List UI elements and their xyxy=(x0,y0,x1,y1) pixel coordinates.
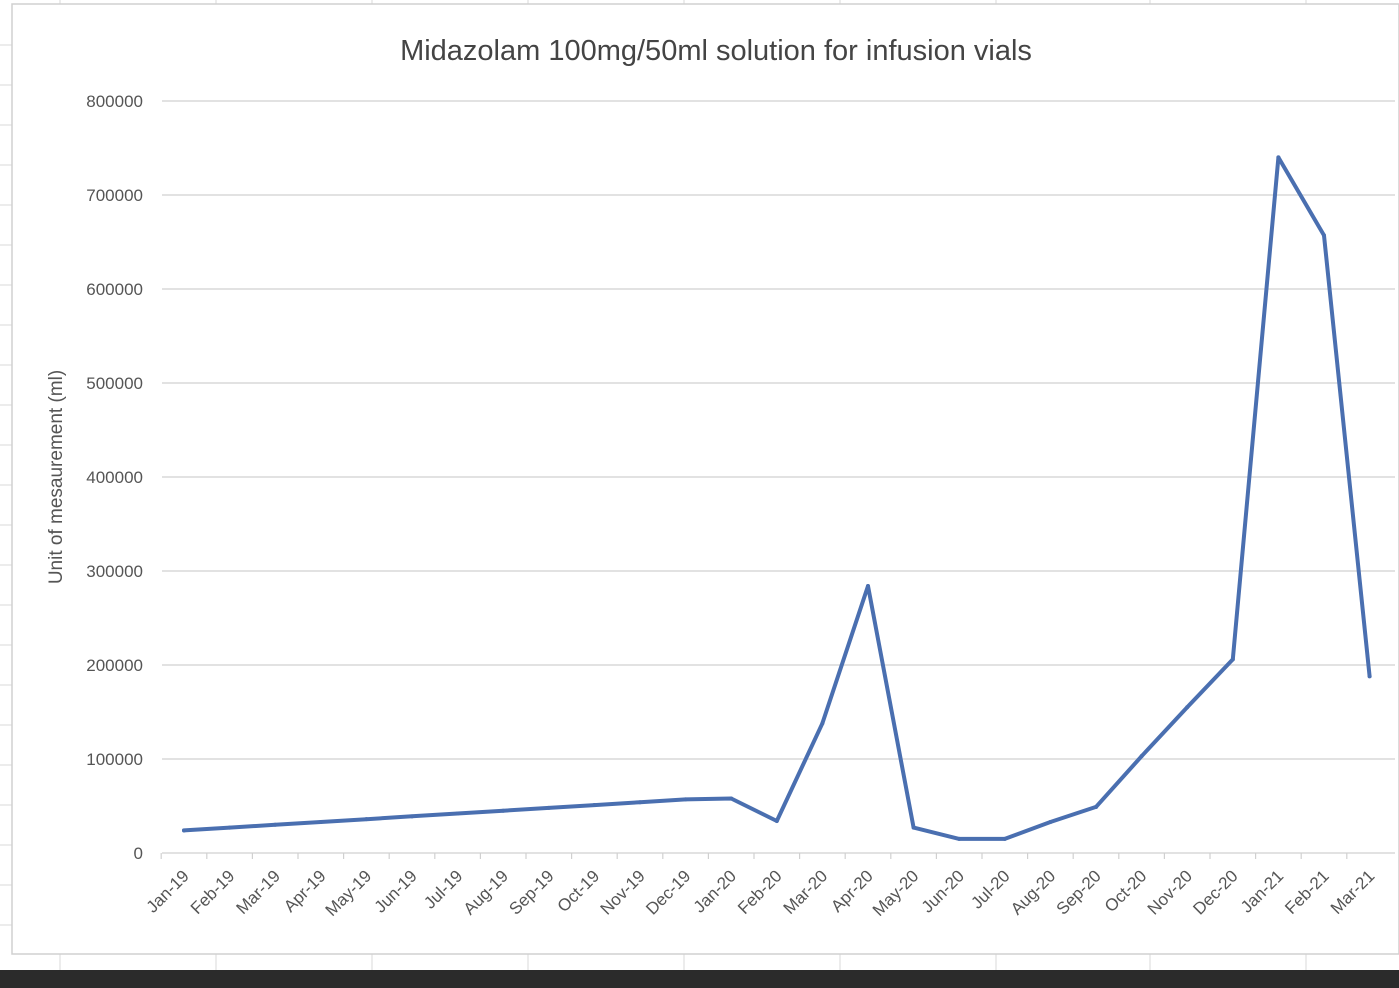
data-point xyxy=(729,796,734,801)
data-point xyxy=(1094,804,1098,809)
data-point xyxy=(911,825,916,830)
data-point xyxy=(592,803,597,808)
x-tick-label: Jan-19 xyxy=(143,866,193,916)
x-tick-label: Feb-20 xyxy=(734,866,786,918)
data-point xyxy=(1276,155,1281,160)
data-point xyxy=(866,584,870,589)
y-tick-label: 300000 xyxy=(86,562,143,581)
x-tick-label: Nov-20 xyxy=(1144,866,1196,918)
x-tick-label: Aug-19 xyxy=(460,866,512,918)
x-tick-label: Jun-19 xyxy=(371,866,421,916)
gridlines xyxy=(162,100,1395,854)
data-point xyxy=(1139,754,1144,759)
y-tick-label: 700000 xyxy=(86,186,143,205)
data-point xyxy=(638,800,642,805)
x-tick-label: Jan-20 xyxy=(690,866,740,916)
y-tick-label: 200000 xyxy=(86,656,143,675)
x-tick-label: Feb-19 xyxy=(187,866,239,918)
taskbar xyxy=(0,970,1399,988)
chart-area-border[interactable] xyxy=(11,3,1399,955)
data-point xyxy=(318,819,323,824)
x-tick-label: Nov-19 xyxy=(597,866,649,918)
chart-title: Midazolam 100mg/50ml solution for infusi… xyxy=(400,35,1032,67)
x-tick-label: Dec-19 xyxy=(642,866,694,918)
x-tick-label: Aug-20 xyxy=(1007,866,1059,918)
data-point xyxy=(455,811,460,816)
series-layer xyxy=(182,155,1372,841)
data-point xyxy=(1230,657,1235,662)
data-point xyxy=(1322,233,1326,238)
x-tick-label: Jun-20 xyxy=(918,866,968,916)
data-point xyxy=(546,805,551,810)
y-axis-label: Unit of mesaurement (ml) xyxy=(46,370,67,584)
x-tick-label: May-19 xyxy=(322,866,376,920)
y-tick-label: 0 xyxy=(134,844,143,863)
data-point xyxy=(182,828,186,833)
data-point xyxy=(364,817,369,822)
sheet-cell-lines xyxy=(0,0,1307,970)
data-point xyxy=(273,822,278,827)
x-tick-label: Jan-21 xyxy=(1237,866,1287,916)
data-point xyxy=(1367,674,1372,679)
x-tick-label: Apr-19 xyxy=(280,866,330,916)
x-tick-label: Apr-20 xyxy=(827,866,877,916)
data-point xyxy=(683,797,688,802)
data-point xyxy=(227,825,232,830)
y-tick-labels: 0 100000 200000 300000 400000 500000 600000 700… xyxy=(86,92,143,863)
data-point xyxy=(410,814,414,819)
series-line xyxy=(182,155,1372,841)
y-tick-label: 600000 xyxy=(86,280,143,299)
y-tick-label: 400000 xyxy=(86,468,143,487)
x-tick-label: Sep-20 xyxy=(1053,866,1105,918)
data-point xyxy=(1185,705,1190,710)
data-point xyxy=(820,721,825,726)
x-tick-label: Sep-19 xyxy=(505,866,557,918)
x-tick-label: Mar-19 xyxy=(233,866,285,918)
x-tick-label: Oct-19 xyxy=(554,866,604,916)
x-tick-label: May-20 xyxy=(869,866,923,920)
x-tick-label: Mar-21 xyxy=(1327,866,1379,918)
x-tick-label: Mar-20 xyxy=(780,866,832,918)
data-point xyxy=(501,808,506,813)
y-tick-label: 500000 xyxy=(86,374,143,393)
data-point xyxy=(1048,819,1053,824)
y-tick-label: 800000 xyxy=(86,92,143,111)
x-tick-label: Oct-20 xyxy=(1101,866,1151,916)
x-tick-label: Feb-21 xyxy=(1281,866,1333,918)
data-point xyxy=(957,836,962,841)
x-tick-label: Dec-20 xyxy=(1189,866,1241,918)
y-tick-label: 100000 xyxy=(86,750,143,769)
data-point xyxy=(774,819,779,824)
data-point xyxy=(1002,836,1007,841)
